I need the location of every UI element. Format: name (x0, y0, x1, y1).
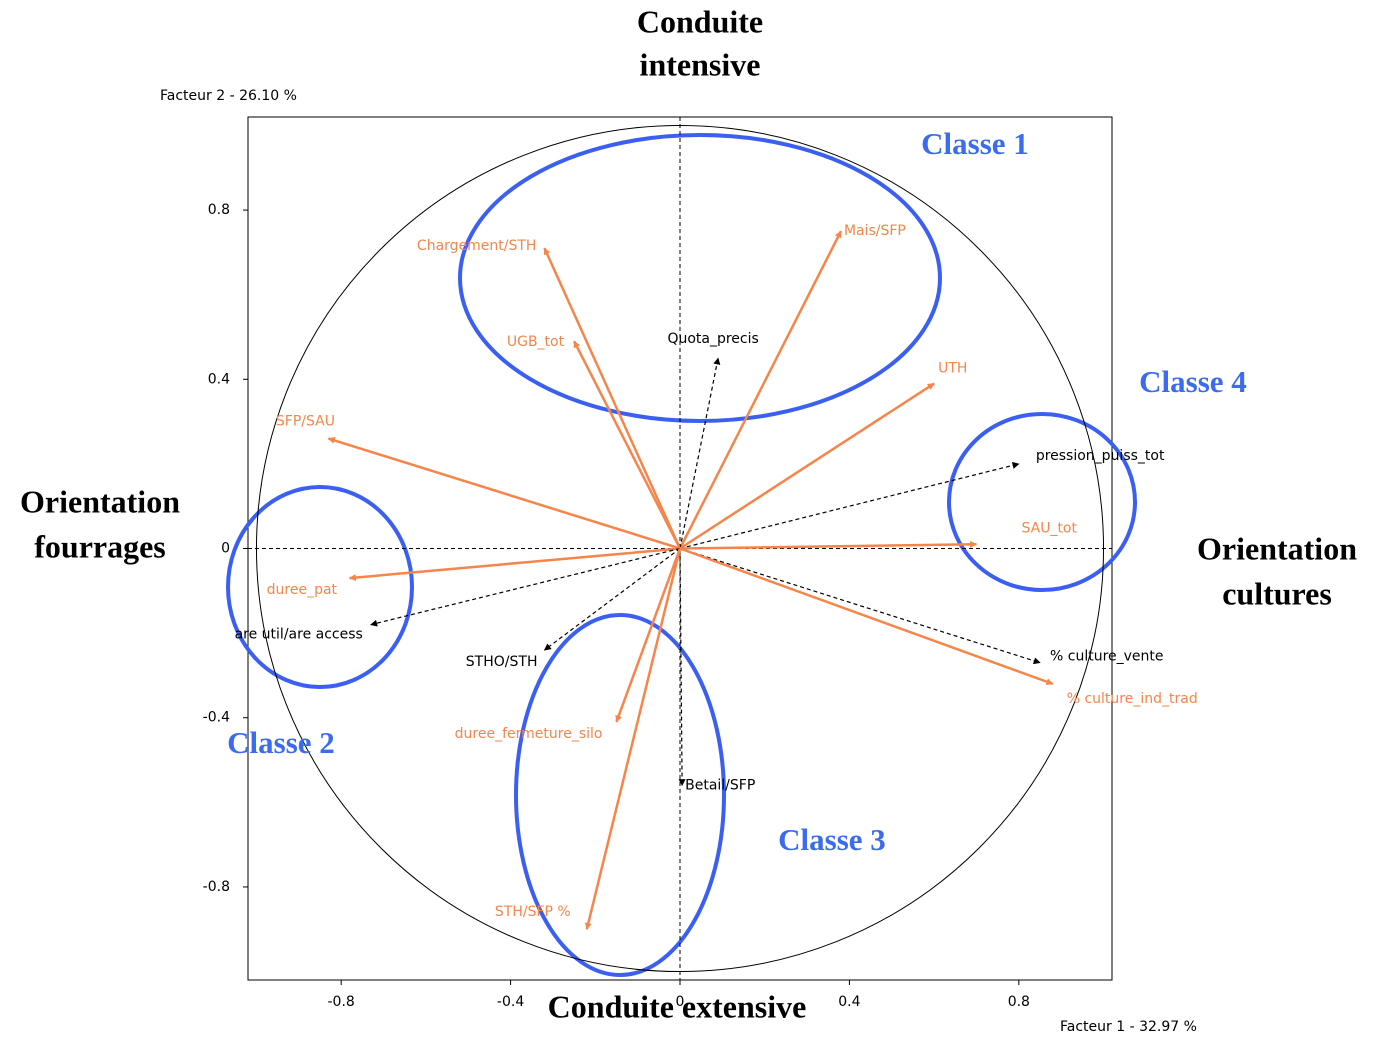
ellipse-classe-1 (458, 133, 942, 423)
x-axis-label: Facteur 1 - 32.97 % (1060, 1019, 1197, 1035)
annotation: Classe 1 (921, 126, 1029, 161)
y-axis-label: Facteur 2 - 26.10 % (160, 88, 297, 104)
ellipse-classe-3 (514, 613, 726, 977)
loading-vector (678, 230, 843, 550)
loading-vector (679, 547, 1054, 686)
loading-vector (615, 548, 682, 723)
annotation: intensive (640, 46, 761, 82)
annotation: Orientation (20, 483, 180, 519)
ellipse-classe-4 (947, 412, 1137, 592)
loading-vector (543, 548, 681, 651)
vector-label: SFP/SAU (276, 414, 335, 430)
correlation-circle (255, 124, 1105, 973)
vector-label: pression_puiss_tot (1036, 448, 1165, 464)
loading-vector (678, 548, 686, 787)
loading-vector (679, 357, 721, 549)
loading-vector (327, 437, 681, 550)
annotation: fourrages (34, 528, 166, 564)
vector-label: Quota_precis (667, 331, 758, 347)
annotation: cultures (1222, 575, 1332, 611)
vector-label: SAU_tot (1021, 520, 1077, 536)
loading-vector (348, 547, 681, 582)
annotation: Classe 2 (227, 725, 335, 760)
x-tick-label: 0.8 (1008, 994, 1030, 1010)
vector-label: UTH (938, 361, 967, 377)
y-tick-label: 0.8 (208, 202, 230, 218)
vector-label: % culture_vente (1050, 649, 1164, 665)
vector-label: duree_fermeture_silo (455, 726, 603, 742)
vector-label: % culture_ind_trad (1067, 691, 1198, 707)
annotation: Orientation (1197, 530, 1357, 566)
x-tick-label: -0.4 (497, 994, 524, 1010)
vector-label: UGB_tot (507, 334, 565, 350)
y-tick-label: 0 (221, 541, 230, 557)
annotation: Conduite extensive (548, 988, 807, 1024)
x-tick-label: 0.4 (838, 994, 860, 1010)
class-ellipses (226, 133, 1137, 977)
loading-vector (370, 547, 681, 627)
vector-label: STH/SFP % (495, 904, 571, 920)
x-tick-label: -0.8 (328, 994, 355, 1010)
loading-vector (679, 547, 1041, 665)
loading-vector (679, 462, 1020, 550)
loading-vector (679, 382, 935, 550)
vector-label: duree_pat (267, 582, 338, 598)
y-tick-label: -0.4 (203, 710, 230, 726)
vector-label: Chargement/STH (417, 238, 537, 254)
vector-label: STHO/STH (466, 654, 538, 670)
annotation: Classe 4 (1139, 364, 1247, 399)
loading-vector (543, 247, 682, 550)
loading-vector (584, 548, 682, 930)
annotation: Conduite (637, 3, 763, 39)
x-tick-label: 0 (676, 994, 685, 1010)
vector-label: are util/are access (235, 627, 363, 643)
loading-vector (679, 540, 978, 550)
ellipse-classe-2 (226, 485, 414, 689)
annotation: Classe 3 (778, 822, 886, 857)
vector-label: Mais/SFP (844, 223, 906, 239)
y-tick-label: 0.4 (208, 371, 230, 387)
loading-vector (573, 340, 682, 550)
vector-label: Betail/SFP (685, 777, 755, 793)
y-tick-label: -0.8 (203, 879, 230, 895)
